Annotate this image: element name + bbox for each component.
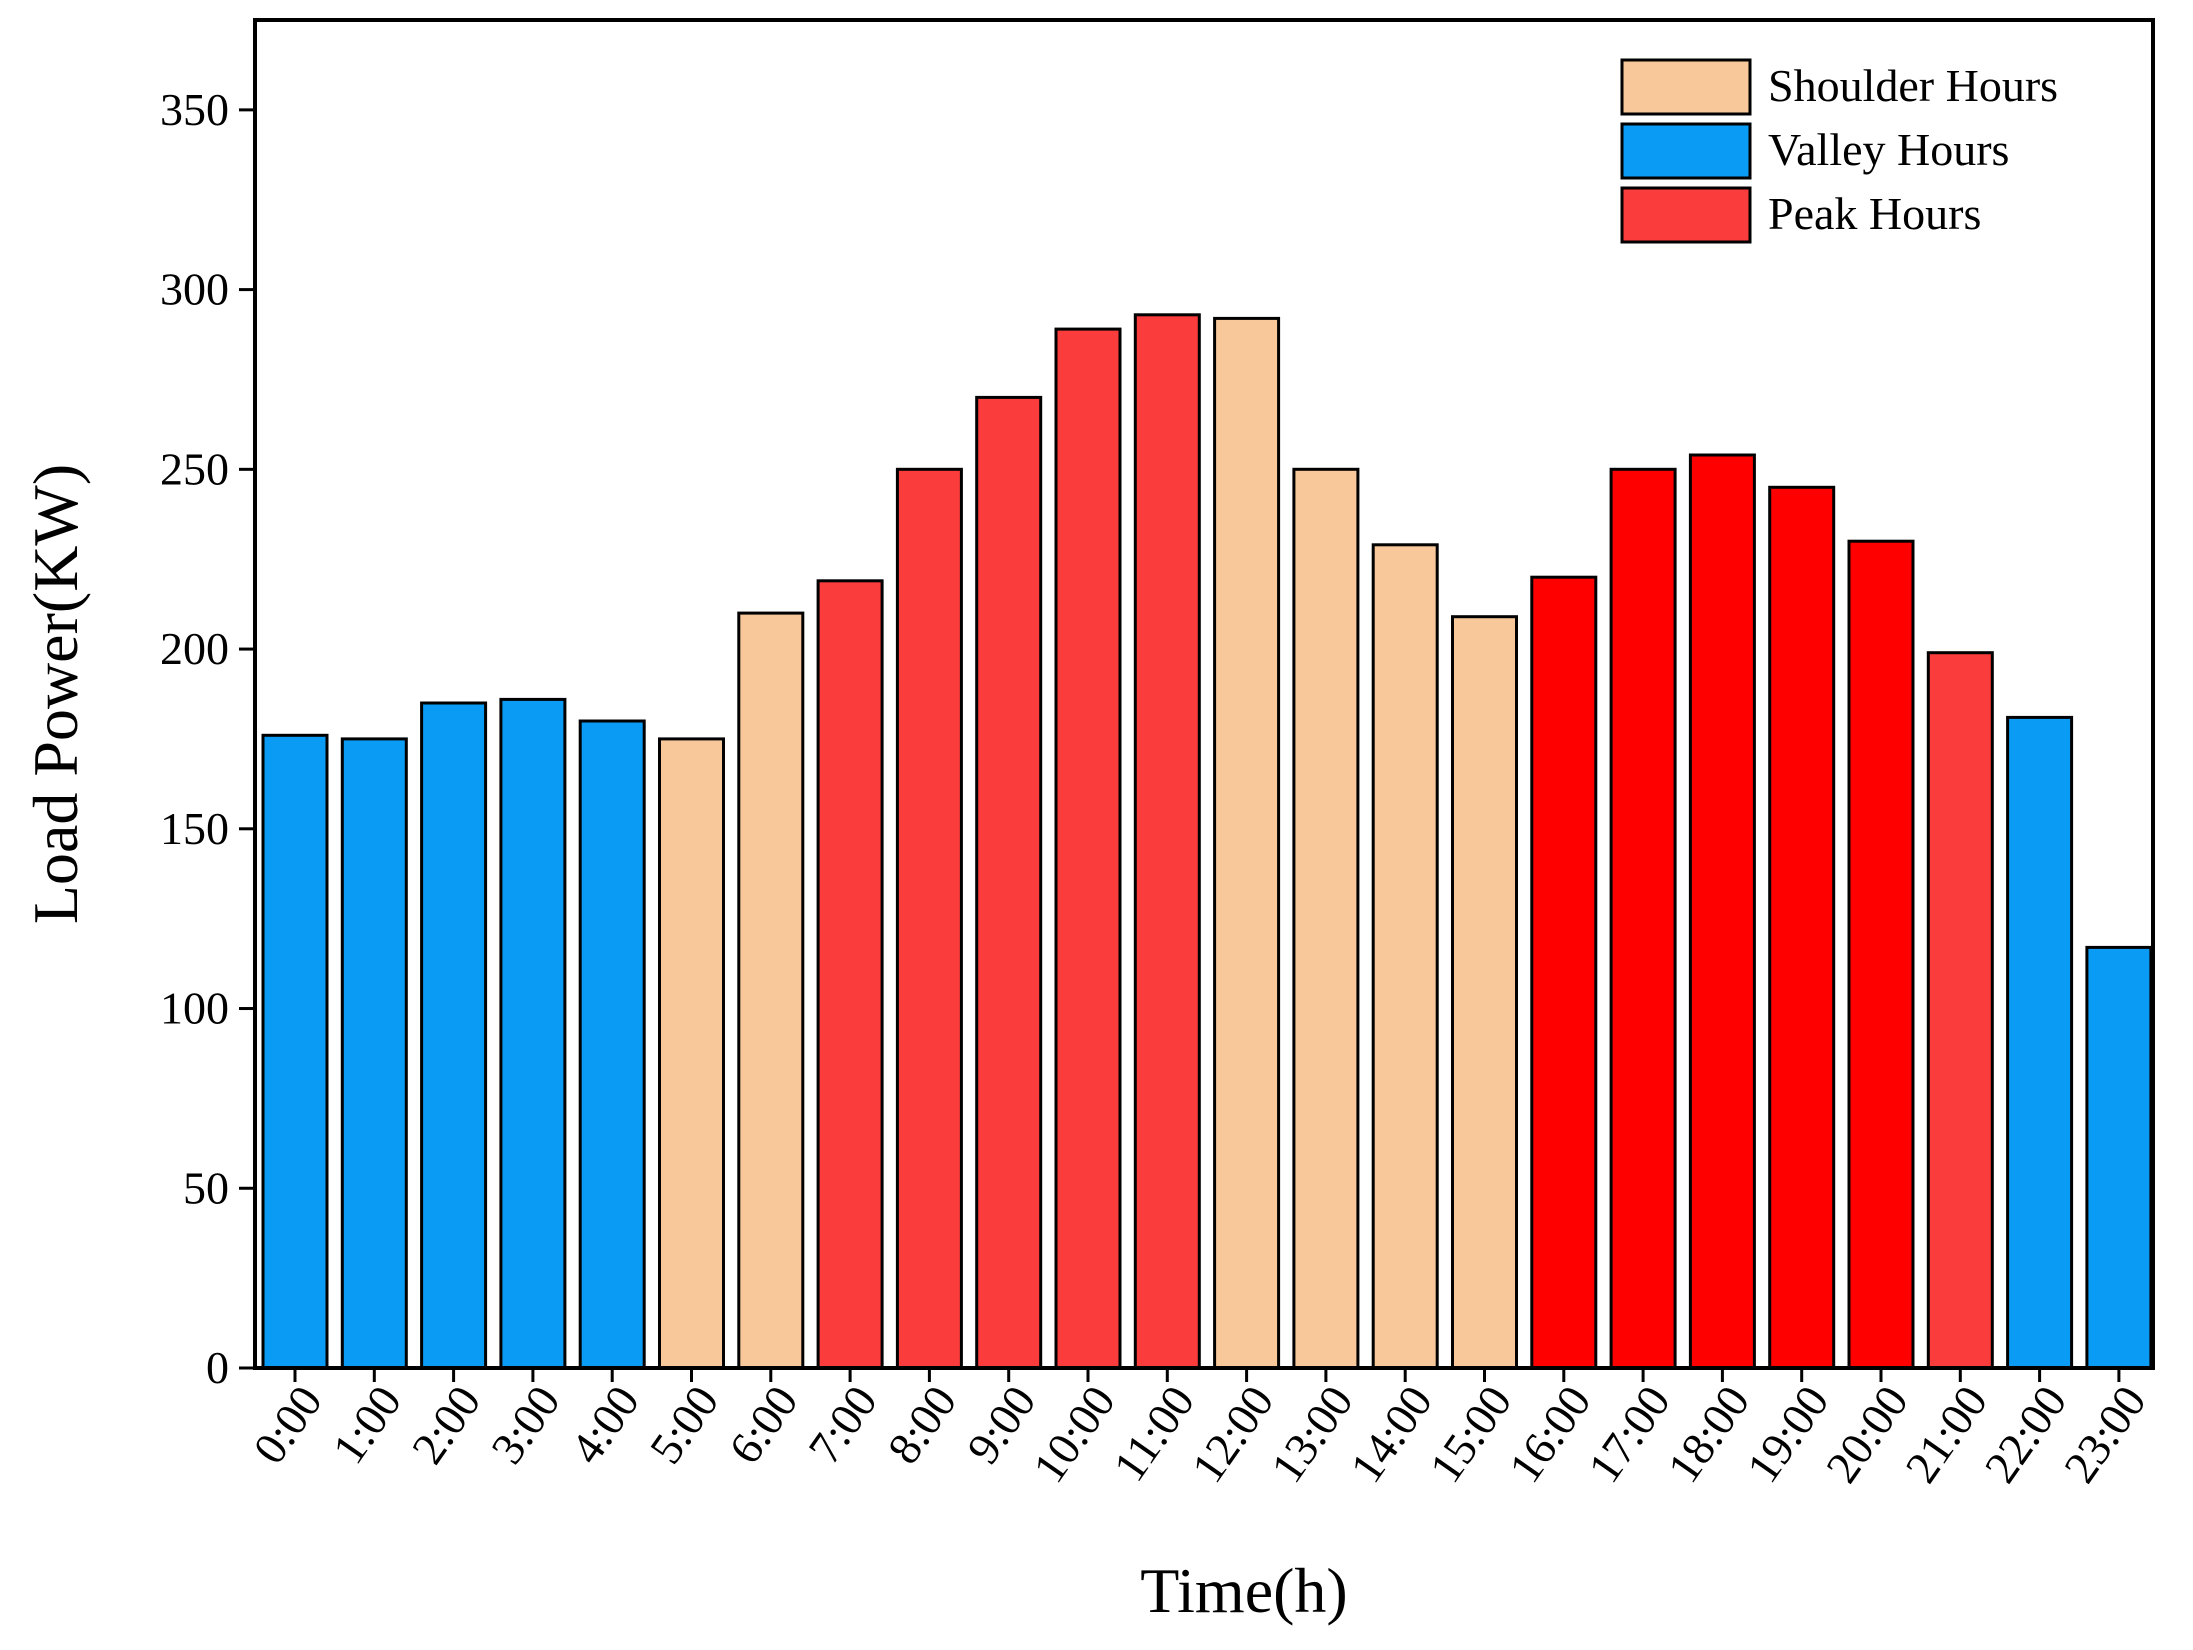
y-tick-label-100: 100	[160, 983, 229, 1034]
x-axis-title: Time(h)	[1140, 1555, 1347, 1626]
bar-2200	[2006, 715, 2074, 1370]
bar-2000	[1847, 539, 1915, 1370]
bar-500	[658, 737, 725, 1370]
x-tick-label-500: 5:00	[640, 1377, 729, 1473]
x-tick-label-1000: 10:00	[1023, 1377, 1125, 1492]
bar-300	[499, 697, 567, 1370]
y-tick-label-250: 250	[160, 443, 229, 494]
x-tick-label-2300: 23:00	[2054, 1377, 2156, 1492]
bar-1400	[1371, 543, 1439, 1370]
x-axis: 0:001:002:003:004:005:006:007:008:009:00…	[243, 1368, 2156, 1492]
bar-2300	[2085, 945, 2153, 1370]
bar-000	[261, 733, 329, 1370]
x-tick-label-600: 6:00	[719, 1377, 808, 1473]
bar-400	[578, 719, 646, 1370]
legend-swatch-peak	[1620, 186, 1752, 244]
x-tick-label-100: 1:00	[322, 1377, 411, 1473]
bar-1100	[1133, 313, 1201, 1370]
bar-1900	[1768, 485, 1836, 1370]
bar-1700	[1609, 467, 1677, 1370]
bar-2100	[1926, 651, 1994, 1370]
x-tick-label-1400: 14:00	[1340, 1377, 1442, 1492]
bar-200	[420, 701, 488, 1370]
x-tick-label-800: 8:00	[878, 1377, 967, 1473]
legend-label-valley: Valley Hours	[1768, 124, 2009, 175]
x-tick-label-1100: 11:00	[1103, 1377, 1204, 1491]
bar-1300	[1292, 467, 1360, 1370]
x-tick-label-1200: 12:00	[1182, 1377, 1284, 1492]
x-tick-label-1300: 13:00	[1261, 1377, 1363, 1492]
bar-1600	[1530, 575, 1598, 1370]
legend: Shoulder Hours Valley Hours Peak Hours	[1620, 58, 2058, 244]
bar-900	[975, 395, 1043, 1370]
x-tick-label-400: 4:00	[560, 1377, 649, 1473]
bar-1500	[1451, 615, 1518, 1370]
legend-swatch-valley	[1620, 122, 1752, 180]
x-tick-label-700: 7:00	[798, 1377, 887, 1473]
x-tick-label-2200: 22:00	[1975, 1377, 2077, 1492]
y-axis-title: Load Power(KW)	[20, 464, 91, 924]
plot-frame	[253, 18, 2155, 1370]
bar-1800	[1688, 453, 1756, 1370]
legend-swatch-shoulder	[1620, 58, 1752, 116]
bar-800	[895, 467, 963, 1370]
x-tick-label-2100: 21:00	[1895, 1377, 1997, 1492]
y-tick-label-300: 300	[160, 264, 229, 315]
x-tick-label-1500: 15:00	[1419, 1377, 1521, 1492]
x-tick-label-1600: 16:00	[1499, 1377, 1601, 1492]
y-tick-label-150: 150	[160, 803, 229, 854]
bar-700	[816, 579, 884, 1370]
y-tick-label-50: 50	[183, 1162, 229, 1213]
bars-layer	[261, 313, 2153, 1370]
x-tick-label-1700: 17:00	[1578, 1377, 1680, 1492]
x-tick-label-000: 0:00	[243, 1377, 332, 1473]
y-tick-label-200: 200	[160, 623, 229, 674]
bar-1000	[1054, 327, 1122, 1370]
legend-label-peak: Peak Hours	[1768, 188, 1981, 239]
x-tick-label-200: 2:00	[402, 1377, 491, 1473]
y-tick-label-0: 0	[206, 1342, 229, 1393]
x-tick-label-1900: 19:00	[1737, 1377, 1839, 1492]
x-tick-label-2000: 20:00	[1816, 1377, 1918, 1492]
bar-1200	[1213, 316, 1281, 1370]
bar-600	[737, 611, 805, 1370]
y-axis: 0 50 100 150 200 250 300 350	[160, 84, 255, 1393]
x-tick-label-300: 3:00	[481, 1377, 570, 1473]
bar-100	[340, 737, 408, 1370]
x-tick-label-1800: 18:00	[1657, 1377, 1759, 1492]
legend-label-shoulder: Shoulder Hours	[1768, 60, 2058, 111]
y-tick-label-350: 350	[160, 84, 229, 135]
